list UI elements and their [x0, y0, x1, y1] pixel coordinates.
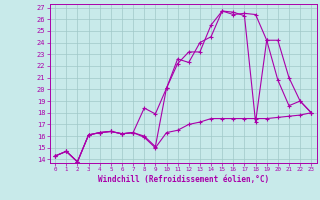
X-axis label: Windchill (Refroidissement éolien,°C): Windchill (Refroidissement éolien,°C) — [98, 175, 269, 184]
